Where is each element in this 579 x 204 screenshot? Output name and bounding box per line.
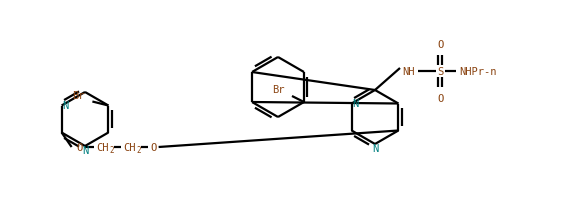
- Text: O: O: [437, 94, 443, 103]
- Text: N: N: [372, 143, 378, 153]
- Text: NHPr-n: NHPr-n: [459, 67, 497, 77]
- Text: CH: CH: [96, 142, 109, 152]
- Text: N: N: [82, 145, 88, 155]
- Text: O: O: [151, 142, 157, 152]
- Text: N: N: [353, 99, 359, 109]
- Text: N: N: [63, 101, 69, 111]
- Text: O: O: [76, 142, 83, 152]
- Text: O: O: [437, 40, 443, 50]
- Text: Br: Br: [72, 91, 85, 101]
- Text: CH: CH: [123, 142, 136, 152]
- Text: 2: 2: [109, 146, 114, 155]
- Text: 2: 2: [136, 146, 141, 155]
- Text: S: S: [437, 67, 443, 77]
- Text: Br: Br: [272, 85, 284, 94]
- Text: NH: NH: [402, 67, 414, 77]
